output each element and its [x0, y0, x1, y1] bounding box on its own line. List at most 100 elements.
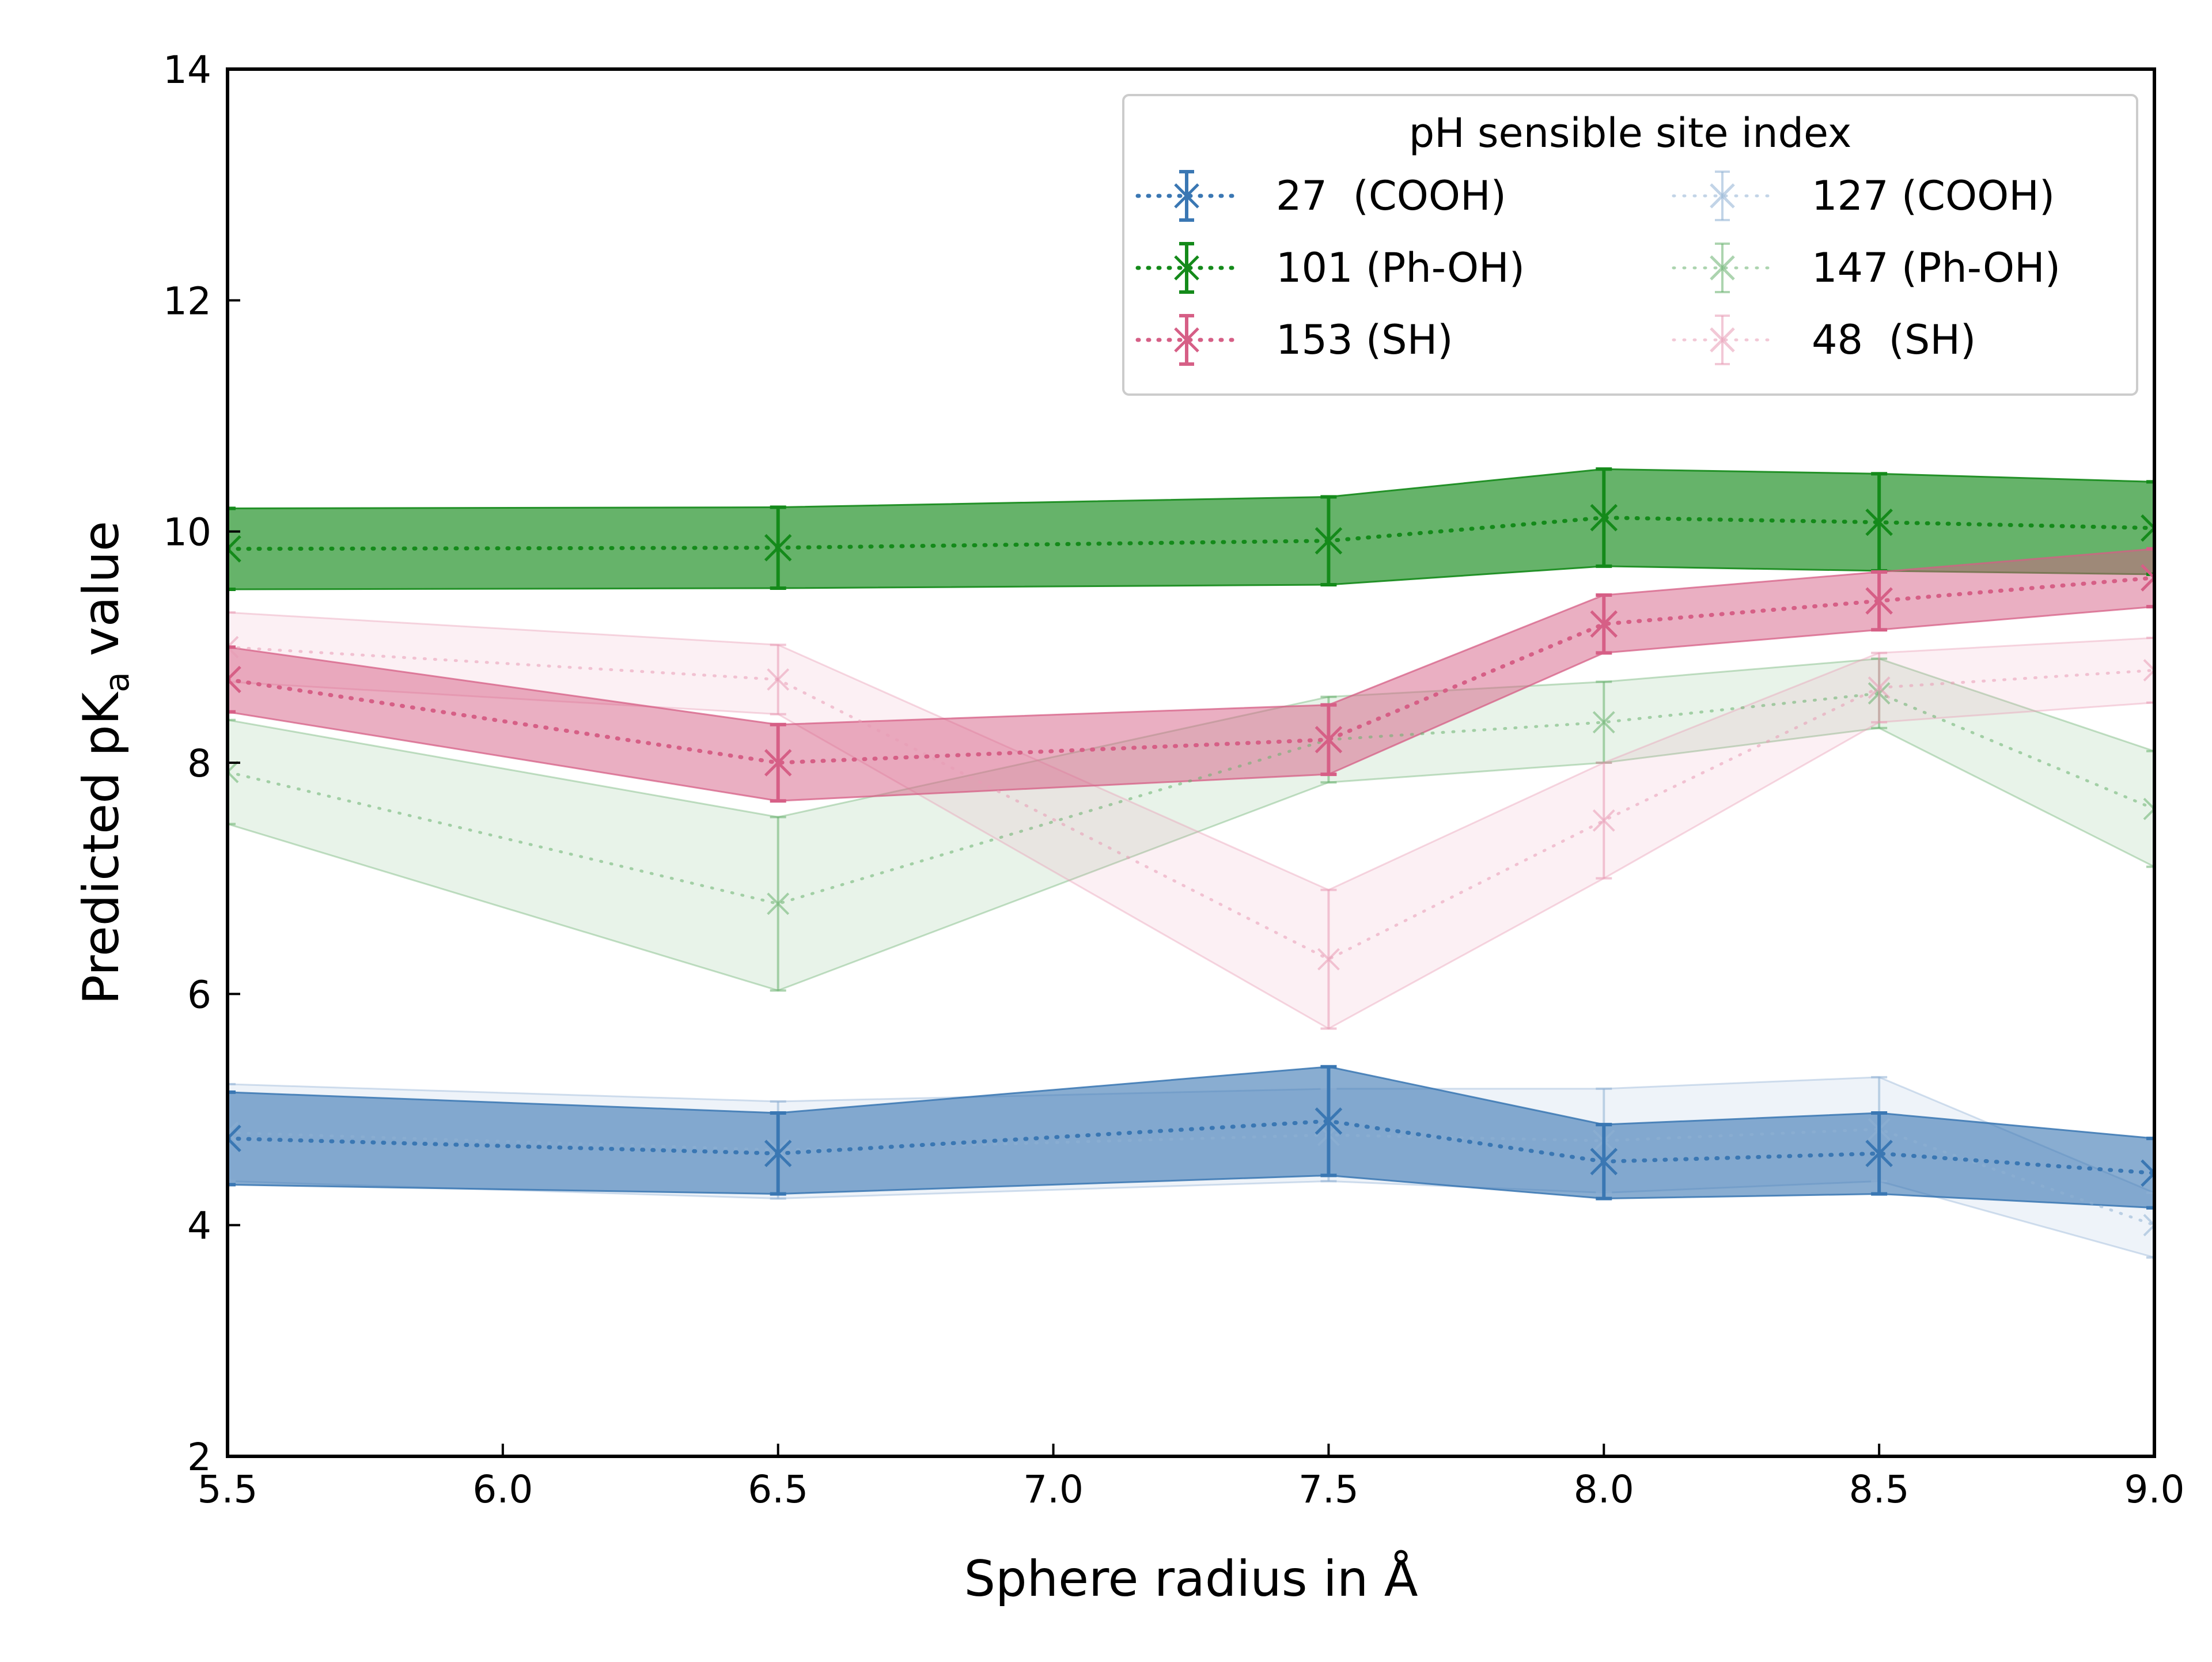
legend-item-27-cooh: 27 (COOH)	[1135, 170, 1506, 222]
series-line-127-cooh	[228, 1127, 2154, 1227]
point-48-sh	[1868, 652, 1891, 724]
x-marker	[1868, 676, 1891, 699]
y-axis-label: Predicted pKa value	[73, 521, 137, 1005]
y-tick-label: 8	[187, 741, 211, 786]
x-marker	[1592, 809, 1615, 832]
series-line-153-sh	[228, 576, 2154, 765]
x-tick-label: 6.5	[748, 1467, 808, 1512]
point-48-sh	[2143, 637, 2154, 704]
point-147-ph-oh	[228, 718, 239, 826]
point-48-sh	[228, 611, 239, 683]
x-marker	[767, 892, 790, 915]
x-marker	[1317, 948, 1340, 971]
legend-label: 153 (SH)	[1276, 316, 1453, 364]
x-marker	[767, 668, 790, 691]
y-axis-label-suffix: value	[73, 521, 130, 672]
legend-marker	[1174, 183, 1199, 209]
series-lines	[228, 467, 2154, 1259]
legend-item-147-ph-oh: 147 (Ph-OH)	[1672, 243, 2061, 293]
point-153-sh	[1315, 703, 1343, 777]
y-tick-label: 10	[163, 510, 211, 555]
x-marker	[2141, 1159, 2154, 1187]
legend-marker	[1710, 255, 1735, 281]
point-48-sh	[1317, 888, 1340, 1030]
x-axis-label: Sphere radius in Å	[964, 1550, 1418, 1608]
x-marker	[2143, 1214, 2154, 1237]
x-tick-label: 7.5	[1298, 1467, 1359, 1512]
point-147-ph-oh	[2143, 749, 2154, 868]
x-marker	[1865, 587, 1893, 615]
error-bands	[228, 468, 2154, 1259]
x-marker	[228, 1121, 239, 1144]
x-marker	[228, 1125, 241, 1152]
legend: pH sensible site index 27 (COOH) 101 (Ph-O…	[1122, 94, 2138, 396]
point-27-cooh	[1590, 1123, 1618, 1201]
point-153-sh	[764, 722, 792, 803]
x-tick-label: 5.5	[198, 1467, 258, 1512]
point-27-cooh	[1865, 1111, 1893, 1196]
point-153-sh	[2141, 547, 2154, 609]
point-101-ph-oh	[1315, 495, 1343, 586]
x-marker	[2141, 514, 2154, 542]
x-marker	[1315, 726, 1343, 754]
y-tick-label: 2	[187, 1435, 211, 1479]
x-marker	[764, 1139, 792, 1168]
x-marker	[228, 760, 239, 783]
x-marker	[228, 665, 241, 694]
point-153-sh	[1865, 570, 1893, 632]
x-tick-label: 8.0	[1574, 1467, 1634, 1512]
y-tick-label: 12	[163, 279, 211, 323]
band-101-ph-oh	[228, 468, 2154, 590]
legend-item-101-ph-oh: 101 (Ph-OH)	[1135, 242, 1525, 294]
legend-label: 48 (SH)	[1812, 316, 1976, 364]
series-line-101-ph-oh	[228, 516, 2154, 551]
point-27-cooh	[2141, 1137, 2154, 1210]
x-marker	[1315, 1107, 1343, 1135]
x-marker	[2143, 659, 2154, 682]
legend-title: pH sensible site index	[1409, 109, 1852, 157]
legend-label: 147 (Ph-OH)	[1812, 244, 2061, 291]
point-101-ph-oh	[764, 505, 792, 590]
point-101-ph-oh	[1590, 467, 1618, 568]
series-line-27-cooh	[228, 1119, 2154, 1175]
legend-item-153-sh: 153 (SH)	[1135, 314, 1453, 366]
axes: 5.5 6.0 6.5 7.0 7.5 8.0 8.5 9.0 2 4 6 8 10 12 14	[163, 48, 2184, 1512]
legend-marker	[1710, 183, 1735, 209]
x-marker	[764, 749, 792, 777]
y-tick-label: 14	[163, 48, 211, 92]
x-tick-label: 6.0	[472, 1467, 533, 1512]
x-marker	[2143, 797, 2154, 820]
x-marker	[764, 533, 792, 562]
legend-item-127-cooh: 127 (COOH)	[1672, 171, 2055, 221]
x-tick-label: 8.5	[1849, 1467, 1910, 1512]
legend-marker	[1174, 327, 1199, 353]
legend-marker	[1710, 327, 1735, 353]
legend-label: 27 (COOH)	[1276, 172, 1506, 219]
x-marker	[2141, 564, 2154, 592]
x-tick-label: 9.0	[2124, 1467, 2185, 1512]
point-101-ph-oh	[228, 506, 241, 591]
x-marker	[1592, 711, 1615, 734]
x-marker	[1590, 503, 1618, 532]
legend-marker	[1174, 255, 1199, 281]
legend-item-48-sh: 48 (SH)	[1672, 315, 1976, 365]
point-147-ph-oh	[767, 816, 790, 992]
x-marker	[1590, 1148, 1618, 1176]
y-tick-label: 6	[187, 972, 211, 1017]
point-27-cooh	[228, 1090, 241, 1187]
x-marker	[1590, 610, 1618, 638]
y-axis-label-prefix: Predicted pK	[73, 691, 130, 1005]
y-tick-label: 4	[187, 1204, 211, 1248]
x-marker	[1865, 1139, 1893, 1168]
point-27-cooh	[764, 1111, 792, 1196]
point-27-cooh	[1315, 1065, 1343, 1178]
x-tick-label: 7.0	[1023, 1467, 1084, 1512]
point-127-cooh	[2143, 1191, 2154, 1259]
point-48-sh	[1592, 762, 1615, 880]
legend-label: 101 (Ph-OH)	[1276, 244, 1525, 291]
y-axis-label-subscript: a	[97, 672, 137, 692]
legend-label: 127 (COOH)	[1812, 172, 2055, 219]
point-48-sh	[767, 643, 790, 715]
